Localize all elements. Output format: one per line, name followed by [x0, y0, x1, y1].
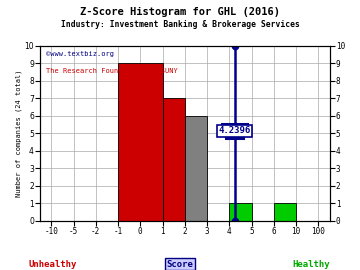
Bar [229, 203, 252, 221]
Bar [118, 63, 163, 221]
Text: Unhealthy: Unhealthy [28, 260, 76, 269]
Text: Score: Score [167, 260, 193, 269]
Text: 4.2396: 4.2396 [219, 126, 251, 136]
Bar [274, 203, 296, 221]
Bar [185, 116, 207, 221]
Text: Healthy: Healthy [293, 260, 330, 269]
Text: The Research Foundation of SUNY: The Research Foundation of SUNY [46, 68, 178, 74]
Text: Z-Score Histogram for GHL (2016): Z-Score Histogram for GHL (2016) [80, 7, 280, 17]
Bar [163, 98, 185, 221]
Text: Industry: Investment Banking & Brokerage Services: Industry: Investment Banking & Brokerage… [60, 20, 300, 29]
Y-axis label: Number of companies (24 total): Number of companies (24 total) [15, 69, 22, 197]
Text: ©www.textbiz.org: ©www.textbiz.org [46, 51, 114, 57]
